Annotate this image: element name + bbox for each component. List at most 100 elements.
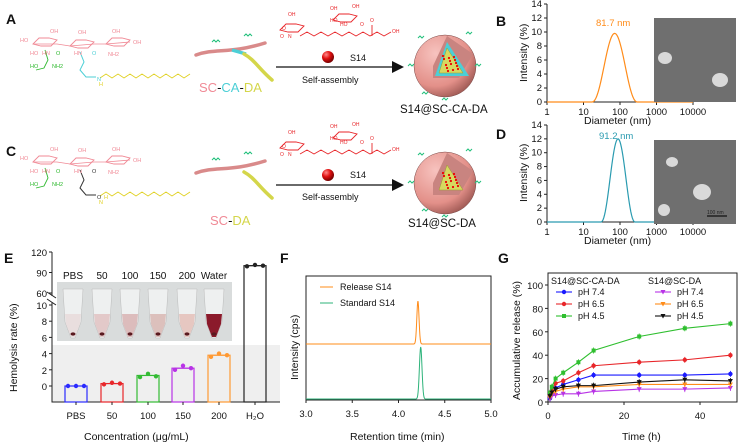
marker-circle — [637, 360, 642, 365]
nanoparticle-spot — [666, 157, 678, 167]
marker-circle — [682, 372, 687, 378]
y-axis-title-g: Accumulative release (%) — [511, 281, 523, 400]
photo-label: Water — [201, 271, 228, 282]
sugar-ring — [332, 13, 358, 23]
atom-label: O — [370, 18, 374, 24]
peg-squiggle — [465, 148, 473, 152]
data-point — [252, 262, 258, 268]
cell-pellet — [127, 332, 133, 336]
chromatogram-line — [306, 301, 491, 345]
peg-squiggle — [243, 151, 253, 155]
drug-dot — [449, 62, 453, 66]
y-tick-label: 4 — [537, 189, 542, 200]
drug-dot — [453, 58, 457, 62]
chart-g-release: 0 20 40 60 80 100 0 20 40 pH 7.4 pH 6.5 pH 4.5 pH 7.… — [527, 272, 738, 422]
y-tick-label: 8 — [537, 41, 542, 52]
y-tick-label: 2 — [42, 366, 47, 377]
peg-squiggle — [441, 214, 449, 218]
marker-triangle — [575, 383, 581, 389]
marker-triangle — [727, 382, 733, 387]
data-point — [109, 380, 115, 385]
product-label-c: S14@SC-DA — [408, 218, 476, 230]
marker-triangle — [575, 391, 581, 397]
x-tick-label: 40 — [695, 411, 706, 422]
marker-triangle — [553, 387, 559, 392]
panel-label-e: E — [4, 250, 13, 266]
atom-label: HN — [74, 51, 82, 57]
marker-triangle — [660, 314, 666, 319]
chart-b-dls: 0 2 4 6 8 10 12 14 1 10 100 1000 10000 — [531, 0, 736, 118]
atom-label: OH — [392, 29, 400, 35]
atom-label: H — [99, 82, 103, 88]
panel-label-f: F — [280, 250, 289, 266]
marker-triangle — [727, 385, 733, 391]
panel-label-b: B — [496, 13, 506, 29]
marker-triangle — [560, 384, 566, 390]
peg-squiggle — [407, 63, 415, 67]
marker-triangle — [591, 383, 597, 389]
atom-label: HN — [74, 169, 82, 175]
atom-label: O — [370, 136, 374, 142]
atom-label: HN — [42, 51, 50, 57]
marker-circle — [561, 289, 567, 295]
series-sc-da-pH65 — [547, 381, 733, 401]
marker-circle — [591, 363, 596, 368]
sugar-ring — [69, 39, 95, 49]
x-axis-title-d: Diameter (nm) — [584, 235, 651, 247]
y-tick-label: 80 — [532, 304, 543, 315]
x-axis-title-e: Concentration (μg/mL) — [84, 431, 189, 443]
x-tick-label: PBS — [66, 411, 85, 422]
drug-dot — [455, 64, 459, 68]
marker-square — [553, 376, 558, 381]
sugar-ring — [279, 141, 305, 151]
drug-dot — [447, 173, 451, 177]
peg-squiggle — [474, 180, 482, 184]
size-distribution-line — [547, 32, 693, 103]
marker-triangle — [636, 387, 642, 392]
data-point — [216, 351, 222, 356]
atom-label: HO — [30, 51, 39, 57]
tube-liquid — [179, 314, 195, 337]
panel-label-a: A — [6, 11, 16, 27]
sugar-ring — [279, 23, 305, 33]
atom-label: OH — [112, 147, 120, 153]
tube-liquid — [206, 314, 222, 337]
marker-square — [549, 384, 554, 389]
marker-circle — [637, 372, 642, 378]
marker-circle — [561, 378, 566, 384]
peg-squiggle — [211, 157, 221, 161]
size-distribution-line — [547, 138, 693, 223]
drug-dot — [453, 175, 457, 179]
panel-label-c: C — [6, 143, 16, 159]
marker-triangle — [560, 391, 566, 397]
serine-group — [35, 167, 49, 189]
drug-dot — [448, 176, 452, 180]
y-tick-label: 6 — [537, 55, 542, 66]
marker-triangle — [682, 377, 688, 383]
y-tick-label: 0 — [538, 398, 543, 409]
drug-dot — [446, 186, 450, 190]
nanoparticle-icon — [407, 31, 482, 101]
y-tick-label: 8 — [537, 162, 542, 173]
x-tick-label: 10 — [578, 107, 589, 118]
x-tick-label: 3.0 — [299, 409, 312, 420]
atom-label: O — [92, 51, 97, 57]
data-point — [244, 264, 250, 269]
y-axis-title-b: Intensity (%) — [518, 24, 530, 82]
arrow-head-icon — [392, 61, 404, 73]
atom-label: O — [56, 51, 61, 57]
atom-label: O — [97, 195, 102, 201]
atom-label: OH — [330, 124, 338, 130]
y-tick-label: 12 — [531, 134, 542, 145]
tem-image — [654, 18, 736, 102]
marker-circle — [682, 357, 687, 363]
y-tick-label: 10 — [531, 148, 542, 159]
drug-dot — [449, 179, 453, 183]
series-sc-da-pH45 — [547, 376, 733, 400]
drug-dot — [445, 183, 449, 187]
y-axis-title-d: Intensity (%) — [518, 144, 530, 202]
marker-triangle — [660, 302, 666, 307]
panel-label-d: D — [496, 126, 506, 142]
marker-triangle — [636, 380, 642, 385]
